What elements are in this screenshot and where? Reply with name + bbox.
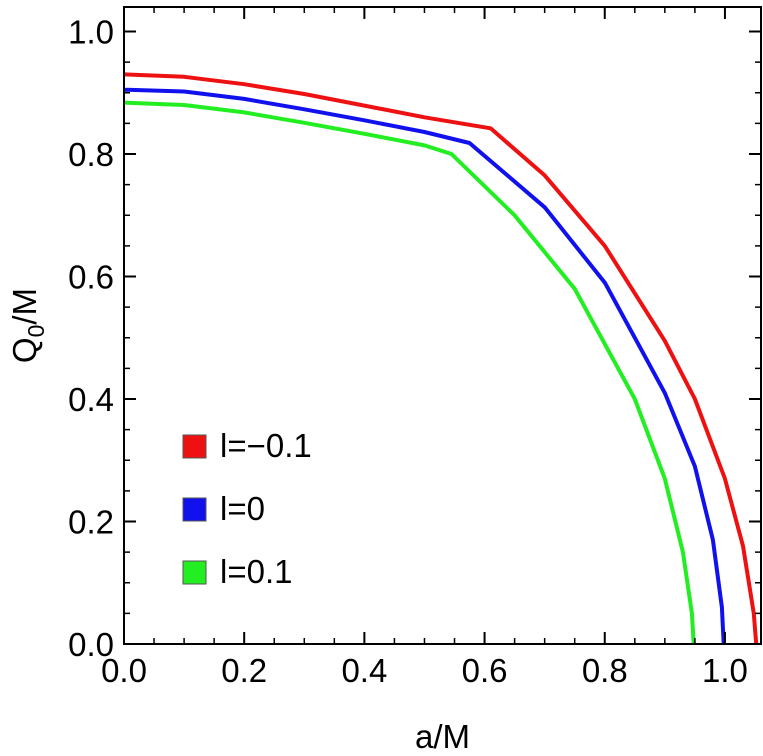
y-axis-label: Q0/M — [6, 288, 49, 363]
plot-area — [123, 72, 759, 645]
y-tick-label: 0.4 — [68, 381, 114, 418]
x-tick-label: 0.4 — [341, 652, 387, 689]
series-line-1 — [123, 87, 726, 645]
plot-frame — [123, 6, 762, 645]
x-axis-label: a/M — [415, 718, 470, 755]
legend: l=−0.1 l=0 l=0.1 — [182, 427, 312, 590]
legend-label: l=0.1 — [220, 553, 292, 590]
x-tick-label: 1.0 — [702, 652, 748, 689]
y-tick-label: 0.0 — [68, 626, 114, 663]
legend-label: l=−0.1 — [220, 427, 312, 464]
axes: 0.0 0.2 0.4 0.6 0.8 1.0 0.0 0.2 0.4 0.6 0.8 1.0 a/M Q… — [6, 6, 762, 755]
legend-swatch — [182, 560, 207, 585]
y-tick-label: 0.2 — [68, 504, 114, 541]
x-tick-label: 0.6 — [462, 652, 508, 689]
legend-label: l=0 — [220, 490, 265, 527]
x-tick-label: 0.0 — [101, 652, 147, 689]
x-tick-label: 0.2 — [221, 652, 267, 689]
legend-swatch — [182, 497, 207, 522]
y-tick-label: 0.8 — [68, 136, 114, 173]
y-tick-label: 1.0 — [68, 14, 114, 51]
series-line-2 — [123, 100, 696, 645]
legend-swatch — [182, 434, 207, 459]
y-tick-label: 0.6 — [68, 259, 114, 296]
x-tick-label: 0.8 — [582, 652, 628, 689]
series-line-0 — [123, 72, 759, 645]
